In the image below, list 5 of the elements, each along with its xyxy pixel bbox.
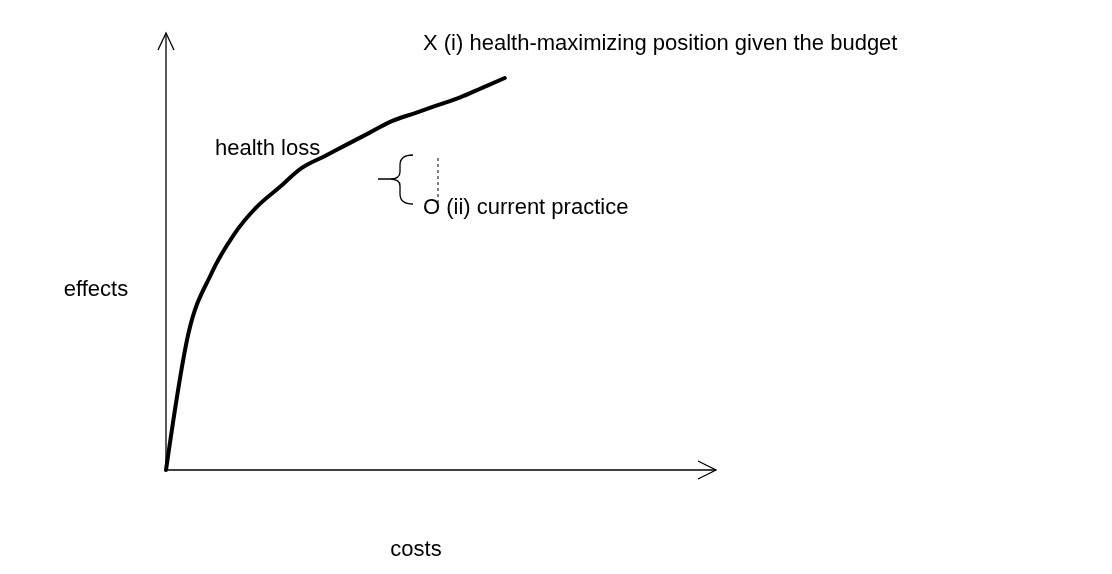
y-axis-title: effects [63,276,129,301]
text: X (i) health-maximizing position given the budget [423,30,898,55]
annotation: O (ii) current practice [423,194,629,219]
annotation: health loss [215,135,321,160]
x-axis-title: costs [390,536,442,561]
